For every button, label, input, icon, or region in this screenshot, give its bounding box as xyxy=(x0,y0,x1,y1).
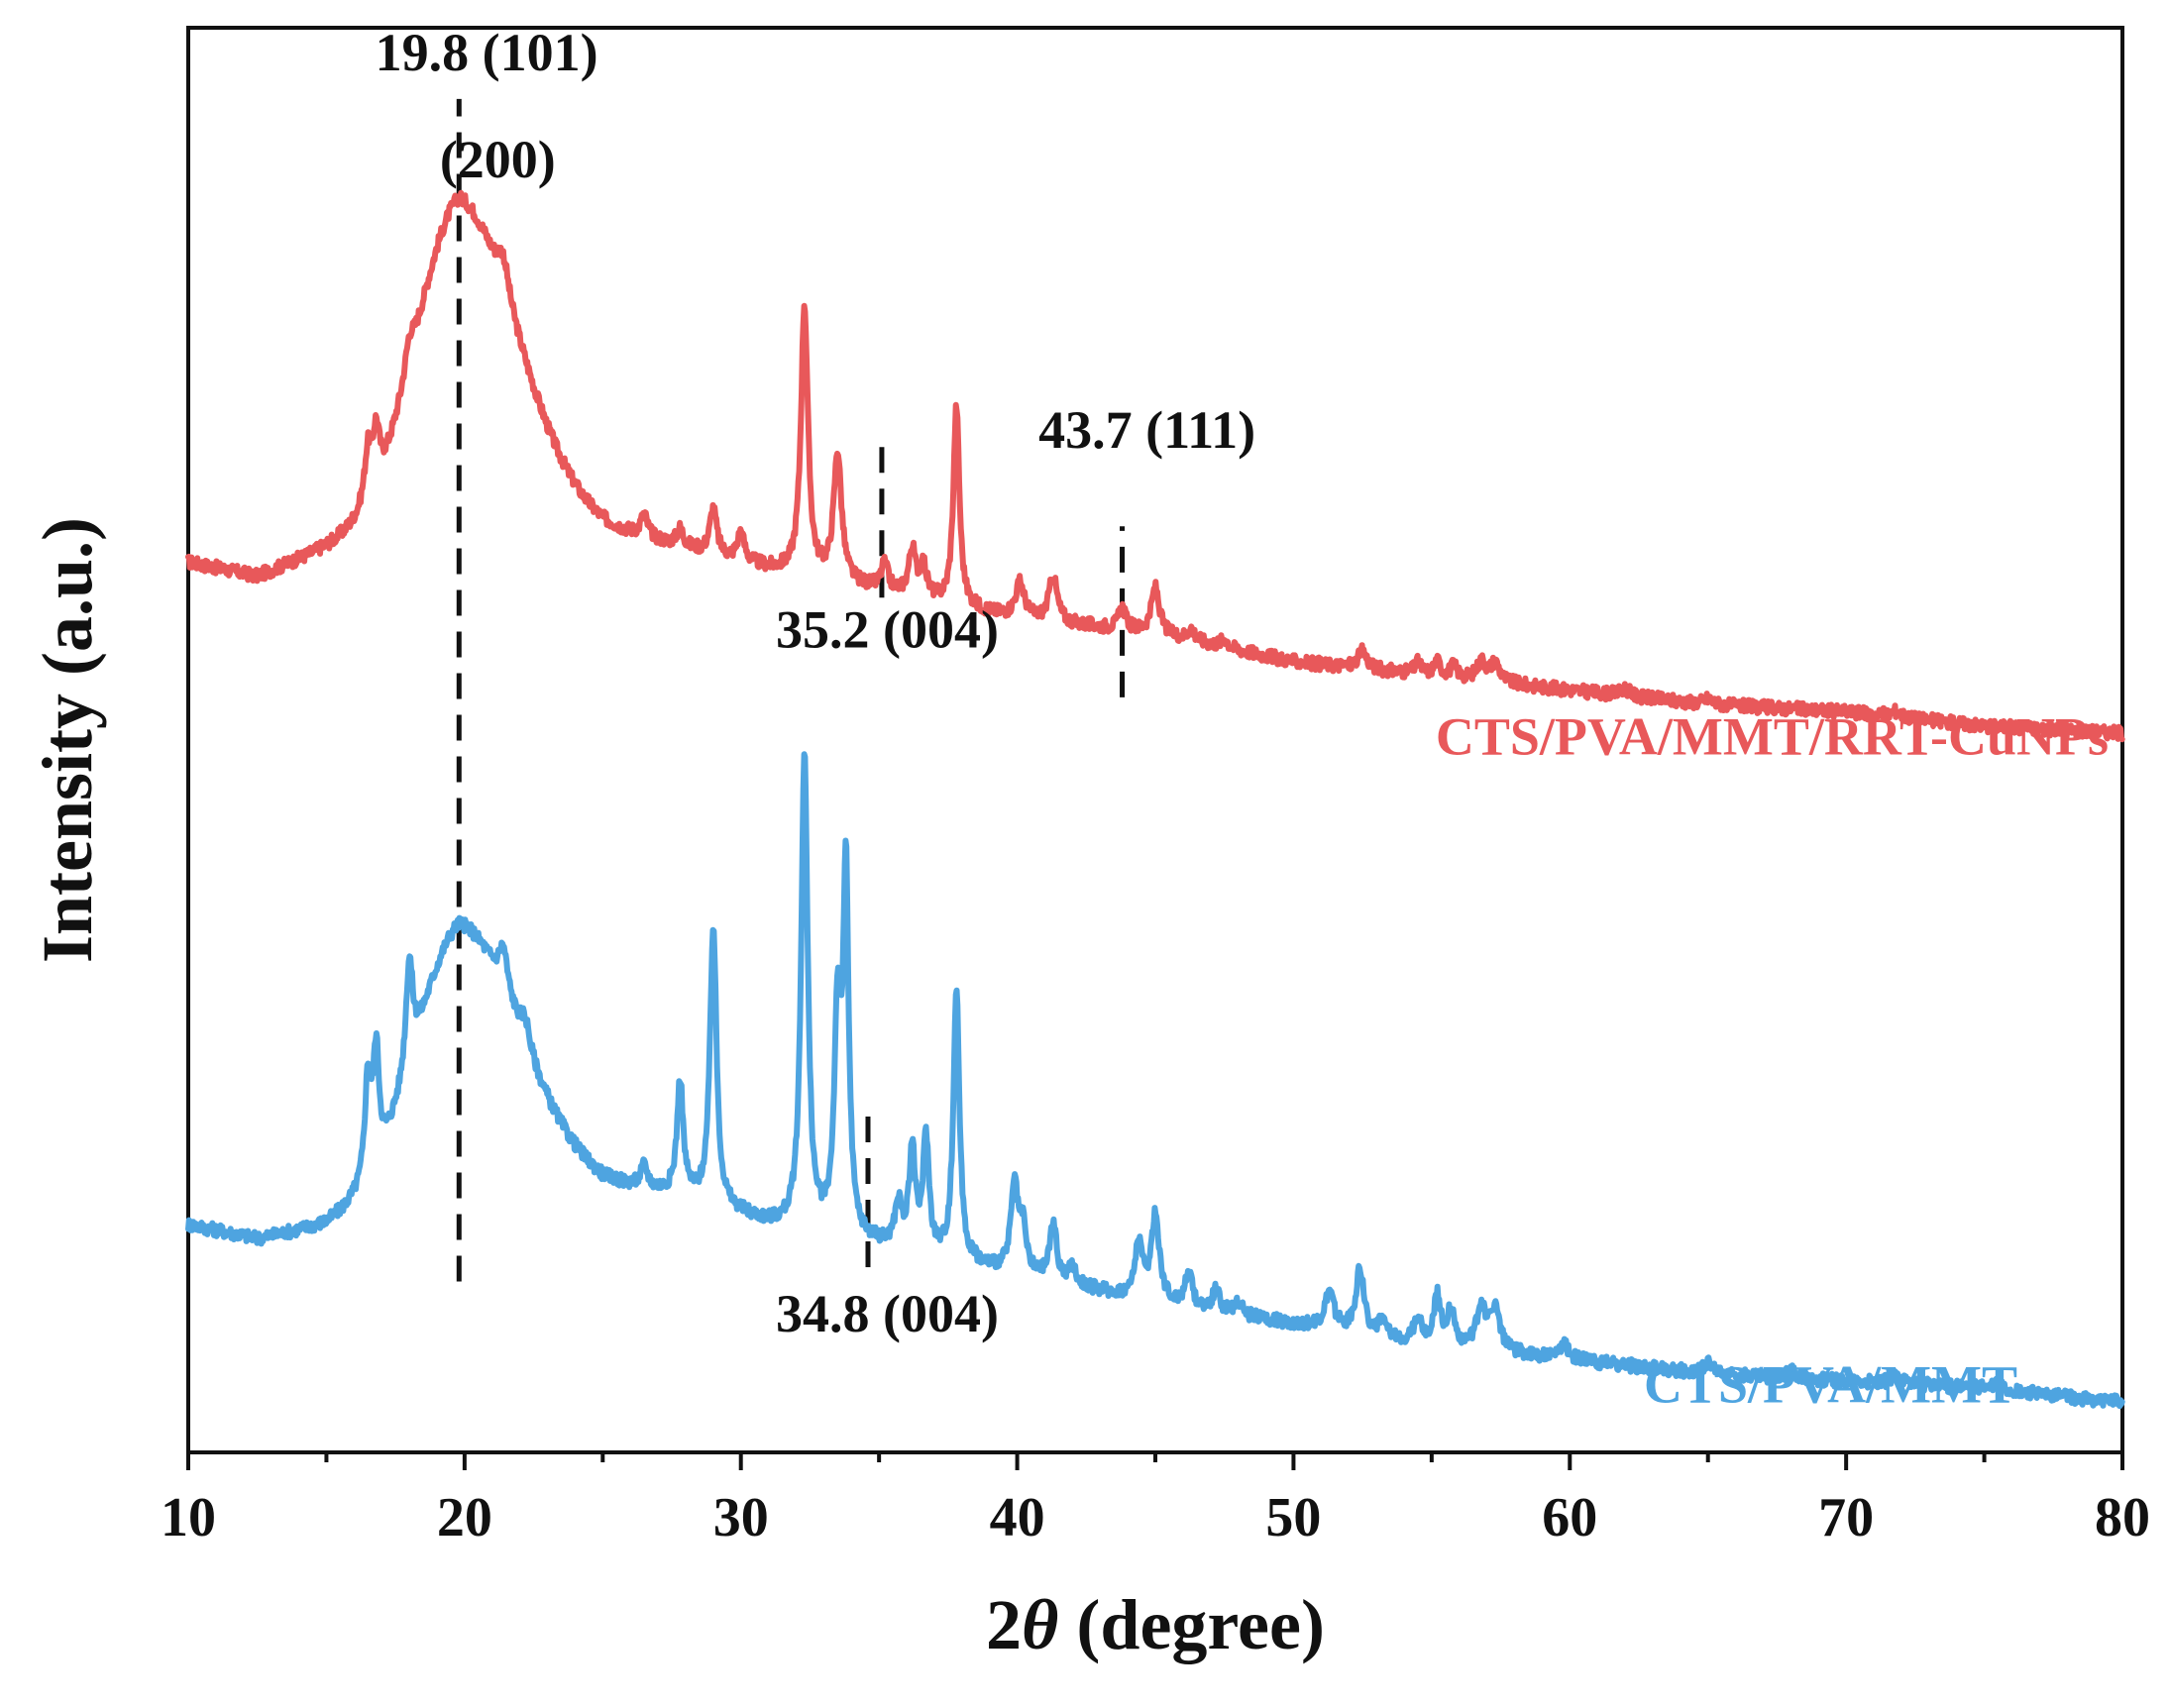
x-tick-label-40: 40 xyxy=(990,1487,1045,1548)
peak-annotation-0: 19.8 (101) xyxy=(376,23,598,82)
x-tick-label-50: 50 xyxy=(1265,1487,1321,1548)
series-labels: CTS/PVA/MMT/RRT-CuNPs CTS/PVA/MMT xyxy=(1436,706,2109,1414)
x-tick-label-20: 20 xyxy=(437,1487,492,1548)
series-line-cts-pva-mmt-rrt-cunps xyxy=(185,189,2125,743)
x-axis-title: 2θ (degree) xyxy=(986,1585,1325,1664)
peak-annotation-3: 35.2 (004) xyxy=(776,600,999,660)
peak-annotation-1: (200) xyxy=(440,130,556,189)
x-tick-label-30: 30 xyxy=(713,1487,769,1548)
series-label-cts-pva-mmt-rrt-cunps: CTS/PVA/MMT/RRT-CuNPs xyxy=(1436,706,2109,766)
peak-annotation-4: 34.8 (004) xyxy=(776,1284,999,1343)
x-tick-label-80: 80 xyxy=(2095,1487,2150,1548)
series-label-cts-pva-mmt: CTS/PVA/MMT xyxy=(1644,1355,2017,1415)
x-tick-label-60: 60 xyxy=(1542,1487,1597,1548)
y-axis-title: Intensity (a.u.) xyxy=(28,517,107,963)
x-tick-label-10: 10 xyxy=(161,1487,216,1548)
peak-annotations: 19.8 (101) (200) 43.7 (111) 35.2 (004) 34.8 … xyxy=(376,23,1255,1343)
guide-lines xyxy=(456,98,1126,1282)
peak-annotation-2: 43.7 (111) xyxy=(1038,400,1255,460)
x-axis-ticks: 10 20 30 40 50 60 70 80 xyxy=(161,1452,2150,1548)
x-tick-label-70: 70 xyxy=(1818,1487,1874,1548)
series-line-cts-pva-mmt xyxy=(185,751,2125,1410)
series-traces xyxy=(185,189,2125,1410)
